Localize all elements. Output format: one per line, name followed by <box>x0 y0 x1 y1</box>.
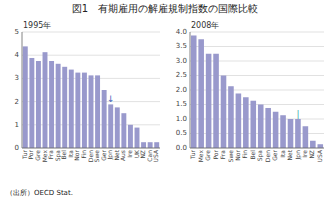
y-tick-label: 3.5 <box>176 42 187 50</box>
bar <box>95 75 100 148</box>
y-tick-label: 3 <box>15 74 19 82</box>
bar <box>221 76 227 149</box>
bars <box>191 35 323 148</box>
x-tick-label: Ire <box>301 150 308 158</box>
grid-line <box>22 148 160 149</box>
bar <box>56 64 61 148</box>
bar <box>273 112 279 148</box>
y-tick-label: 0.5 <box>176 129 187 137</box>
subtitle: 2008年 <box>191 21 219 30</box>
bar <box>191 35 197 148</box>
bar <box>69 70 74 148</box>
x-tick-label: Ita <box>279 150 286 158</box>
x-tick-label: Swe <box>227 150 234 163</box>
x-tick-label: Net <box>286 149 293 160</box>
bar <box>317 144 323 148</box>
x-tick-label: Ger <box>271 149 278 160</box>
bar <box>36 61 41 148</box>
y-axis <box>190 32 191 148</box>
y-tick-label: 5 <box>15 28 19 36</box>
x-tick-label: Tur <box>189 149 196 160</box>
y-tick-label: 4 <box>15 51 20 59</box>
bar <box>288 119 294 148</box>
x-tick-label: Por <box>212 149 219 159</box>
source-note: （出所）OECD Stat. <box>6 189 73 197</box>
bar <box>43 52 48 148</box>
bar <box>62 67 67 148</box>
y-tick-label: 2.0 <box>176 86 187 94</box>
x-tick-label: Gre <box>204 150 211 161</box>
x-axis <box>190 148 324 149</box>
bar <box>280 115 286 148</box>
bar <box>102 90 107 148</box>
bar <box>121 113 126 148</box>
y-tick-label: 1.5 <box>176 100 187 108</box>
y-tick-label: 2 <box>15 98 19 106</box>
bar <box>154 142 159 148</box>
panel: 2008年 0.0 0.5 1.0 1.5 2.0 2.5 3.0 3.5 4.0 TurMexGr… <box>176 21 324 162</box>
x-tick-label: USA <box>152 149 159 162</box>
bar <box>89 75 94 148</box>
bar <box>135 128 140 148</box>
y-tick-label: 0.0 <box>176 144 187 152</box>
bar <box>206 54 212 148</box>
bar <box>75 73 80 148</box>
x-tick-label: USA <box>316 149 323 162</box>
y-tick-label: 3.0 <box>176 57 187 65</box>
y-tick-label: 4.0 <box>176 28 187 36</box>
bar <box>295 119 301 148</box>
x-tick-label: Den <box>264 150 271 162</box>
panel: 1995年012345TurPorGreMexFraSpaBelItaNorFi… <box>15 21 160 162</box>
bar <box>141 142 146 148</box>
y-axis <box>22 32 23 148</box>
bar <box>250 101 256 148</box>
annotation: ↓ <box>107 94 115 104</box>
bar <box>303 126 309 148</box>
bar <box>23 46 28 148</box>
bar <box>82 73 87 148</box>
bar <box>115 107 120 148</box>
x-tick-label: Bel <box>249 150 256 160</box>
bar <box>265 108 271 148</box>
y-tick-label: 1 <box>15 121 19 129</box>
x-tick-label: Fra <box>219 150 226 159</box>
y-tick-label: 1.0 <box>176 115 187 123</box>
bar <box>228 86 234 148</box>
grid-line <box>190 148 324 149</box>
bar <box>108 104 113 148</box>
bar <box>29 58 34 148</box>
bar <box>148 142 153 148</box>
y-tick-label: 2.5 <box>176 71 187 79</box>
x-tick-label: NZ <box>308 150 315 159</box>
bar <box>198 39 204 148</box>
x-axis <box>22 148 160 149</box>
grid-line <box>190 32 324 33</box>
subtitle: 1995年 <box>23 21 51 30</box>
bar <box>310 141 316 148</box>
figure: 図1 有期雇用の解雇規制指数の国際比較 （出所）OECD Stat. 1995年 0 1… <box>0 0 330 200</box>
bar <box>258 105 264 149</box>
bar <box>128 125 133 148</box>
x-tick-label: Nor <box>234 149 241 160</box>
x-tick-label: Fin <box>241 150 248 159</box>
grid-line <box>190 46 324 47</box>
y-tick-label: 0 <box>15 144 19 152</box>
annotation: | <box>296 109 299 119</box>
bar <box>49 61 54 148</box>
x-tick-label: Mex <box>197 150 204 163</box>
bars <box>23 46 159 148</box>
grid-line <box>22 32 160 33</box>
bar <box>213 54 219 148</box>
bar <box>243 97 249 148</box>
bar <box>236 93 242 148</box>
title: 図1 有期雇用の解雇規制指数の国際比較 <box>72 3 258 14</box>
